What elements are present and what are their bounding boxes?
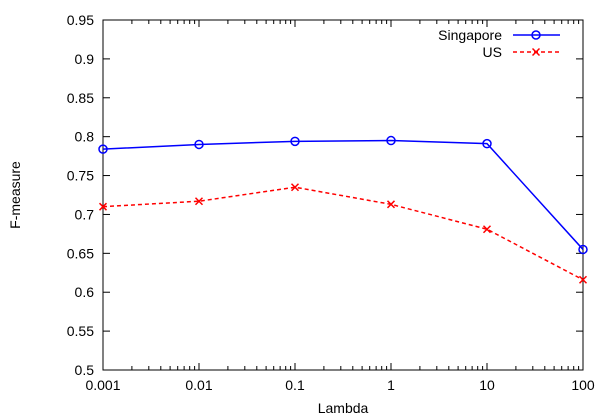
y-axis-label: F-measure (7, 161, 23, 229)
data-point-singapore (578, 244, 588, 255)
data-point-us (578, 275, 588, 284)
y-tick-label: 0.85 (67, 90, 94, 106)
legend-entry-singapore: Singapore (438, 27, 560, 43)
y-tick-label: 0.95 (67, 12, 94, 28)
plot-area (102, 19, 584, 371)
legend-marker (531, 30, 541, 40)
x-axis-label: Lambda (318, 400, 369, 416)
data-point-singapore (386, 135, 396, 146)
data-point-singapore (194, 139, 204, 150)
y-tick-label: 0.7 (75, 206, 95, 222)
y-axis: 0.5 0.55 0.6 0.65 0.7 0.75 0.8 0.85 0.9 0.95 (67, 12, 583, 378)
data-point-us (290, 183, 300, 192)
data-point-us (482, 225, 492, 234)
x-tick-label: 1 (387, 377, 395, 393)
y-tick-label: 0.6 (75, 284, 95, 300)
series-singapore (98, 135, 588, 255)
data-point-singapore (290, 136, 300, 147)
y-tick-label: 0.9 (75, 51, 95, 67)
y-tick-label: 0.55 (67, 323, 94, 339)
x-tick-label: 0.01 (185, 377, 212, 393)
series-line-us (102, 186, 584, 281)
series-layer (98, 135, 588, 284)
data-point-us (194, 197, 204, 206)
data-point-us (386, 200, 396, 209)
legend-label: Singapore (438, 27, 502, 43)
data-point-singapore (98, 144, 108, 154)
series-us (98, 183, 588, 284)
series-line-singapore (102, 139, 584, 250)
x-tick-label: 100 (571, 377, 595, 393)
legend-label: US (483, 44, 502, 60)
x-tick-label: 0.001 (85, 377, 120, 393)
x-tick-label: 10 (479, 377, 495, 393)
y-tick-label: 0.65 (67, 245, 94, 261)
y-tick-label: 0.5 (75, 362, 95, 378)
legend-entry-us: US (483, 44, 560, 60)
legend-marker (531, 47, 541, 57)
y-tick-label: 0.8 (75, 129, 95, 145)
data-point-us (98, 202, 108, 211)
x-axis: 0.001 0.01 0.1 1 10 100 (85, 20, 595, 393)
plot-border (102, 19, 584, 371)
x-tick-label: 0.1 (285, 377, 305, 393)
data-point-singapore (482, 138, 492, 149)
y-tick-label: 0.75 (67, 168, 94, 184)
